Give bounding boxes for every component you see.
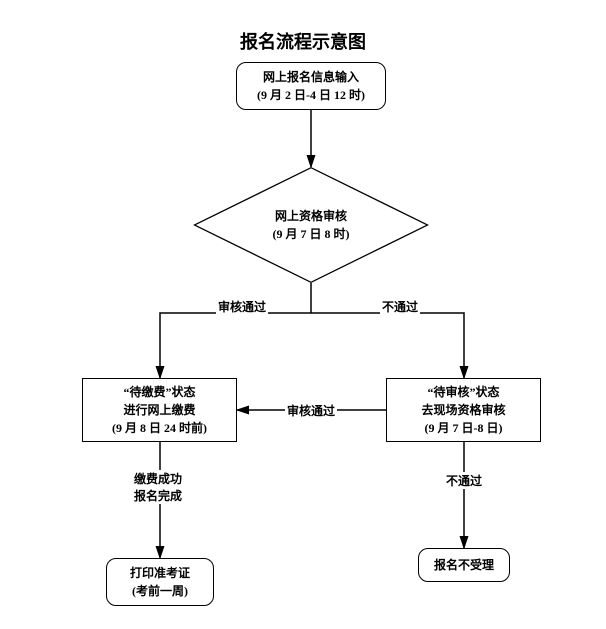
node-input: 网上报名信息输入 (9 月 2 日-4 日 12 时)	[236, 62, 386, 110]
node-print-line1: 打印准考证	[130, 564, 190, 582]
node-print-line2: (考前一周)	[132, 582, 188, 600]
node-onsite-line3: (9 月 7 日-8 日)	[425, 419, 503, 437]
node-pay-line3: (9 月 8 日 24 时前)	[112, 419, 207, 437]
node-input-line1: 网上报名信息输入	[263, 68, 359, 86]
node-print: 打印准考证 (考前一周)	[106, 558, 214, 606]
page-title: 报名流程示意图	[0, 28, 606, 54]
node-review: 网上资格审核 (9 月 7 日 8 时)	[193, 167, 429, 283]
node-review-line1: 网上资格审核	[275, 207, 347, 225]
edge-label-pass: 审核通过	[216, 298, 268, 315]
node-pay-line2: 进行网上缴费	[123, 401, 195, 419]
node-input-line2: (9 月 2 日-4 日 12 时)	[257, 86, 365, 104]
node-review-text: 网上资格审核 (9 月 7 日 8 时)	[193, 167, 429, 283]
node-reject: 报名不受理	[418, 548, 510, 582]
edge-label-fail: 不通过	[380, 298, 420, 315]
edge-label-onsite-fail: 不通过	[444, 472, 484, 489]
edge-label-pay-done-l1: 缴费成功	[134, 470, 182, 487]
node-pay: “待缴费”状态 进行网上缴费 (9 月 8 日 24 时前)	[82, 378, 237, 442]
node-reject-line1: 报名不受理	[434, 556, 494, 574]
node-onsite-line1: “待审核”状态	[427, 383, 499, 401]
node-onsite-line2: 去现场资格审核	[421, 401, 505, 419]
edge-label-onsite-pass: 审核通过	[285, 402, 337, 419]
edge-label-pay-done: 缴费成功 报名完成	[132, 470, 184, 504]
node-review-line2: (9 月 7 日 8 时)	[273, 225, 350, 243]
node-pay-line1: “待缴费”状态	[123, 383, 195, 401]
node-onsite: “待审核”状态 去现场资格审核 (9 月 7 日-8 日)	[386, 378, 541, 442]
edge-label-pay-done-l2: 报名完成	[134, 487, 182, 504]
